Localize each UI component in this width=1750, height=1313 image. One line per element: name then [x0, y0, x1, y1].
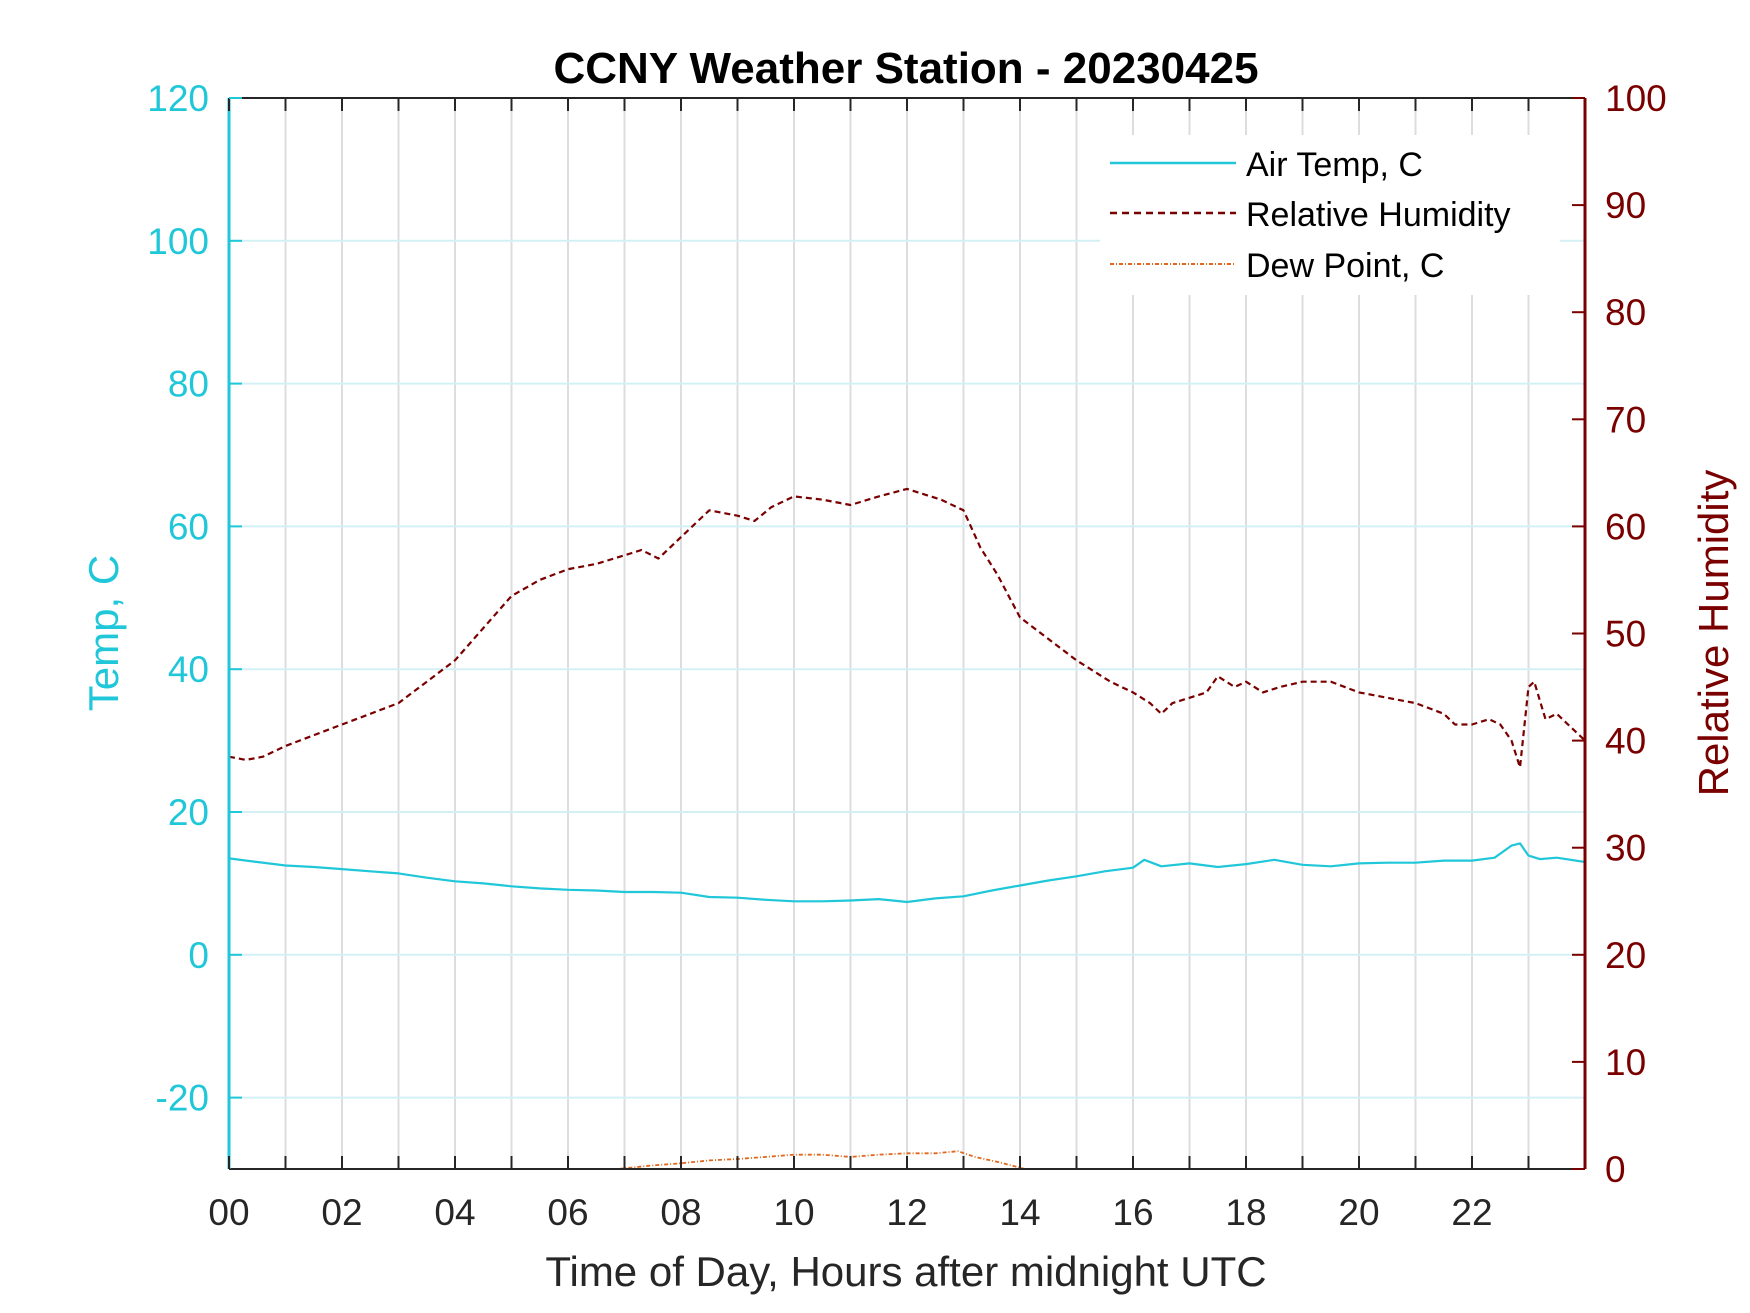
y-left-tick-label: 120 [147, 78, 209, 119]
y-left-tick-label: 60 [168, 506, 209, 547]
y-right-tick-label: 80 [1605, 292, 1646, 333]
legend-label-air-temp: Air Temp, C [1246, 146, 1423, 184]
chart-title: CCNY Weather Station - 20230425 [553, 44, 1258, 93]
y-left-tick-label: 80 [168, 364, 209, 405]
y-right-tick-label: 40 [1605, 721, 1646, 762]
y-left-tick-label: -20 [156, 1078, 209, 1119]
y-right-tick-label: 60 [1605, 506, 1646, 547]
series-dew-point [611, 1150, 1028, 1169]
x-tick-label: 12 [886, 1192, 927, 1233]
y-left-tick-label: 40 [168, 649, 209, 690]
y-left-tick-label: 100 [147, 221, 209, 262]
x-tick-label: 20 [1338, 1192, 1379, 1233]
x-tick-label: 16 [1112, 1192, 1153, 1233]
x-tick-label: 06 [547, 1192, 588, 1233]
legend: Air Temp, C Relative Humidity Dew Point,… [1100, 135, 1560, 295]
y-right-tick-label: 50 [1605, 614, 1646, 655]
y-right-tick-label: 70 [1605, 399, 1646, 440]
legend-label-dew-point: Dew Point, C [1246, 247, 1444, 285]
y-right-tick-label: 30 [1605, 828, 1646, 869]
legend-box [1100, 135, 1560, 295]
x-axis-label: Time of Day, Hours after midnight UTC [545, 1248, 1266, 1295]
y-right-tick-label: 100 [1605, 78, 1667, 119]
grid-layer [229, 98, 1585, 1169]
x-tick-label: 02 [321, 1192, 362, 1233]
x-tick-label: 14 [999, 1192, 1040, 1233]
series-relative-humidity [229, 487, 1585, 769]
y-right-tick-label: 20 [1605, 935, 1646, 976]
x-tick-label: 18 [1225, 1192, 1266, 1233]
y-left-tick-label: 20 [168, 792, 209, 833]
series-air-temp [229, 842, 1585, 904]
y-right-tick-label: 90 [1605, 185, 1646, 226]
y-right-tick-label: 10 [1605, 1042, 1646, 1083]
legend-label-relative-humidity: Relative Humidity [1246, 196, 1511, 234]
series-layer [229, 487, 1585, 1169]
axes-layer [227, 97, 1587, 1170]
tick-label-layer: 00 02 04 06 08 10 12 14 16 18 20 22-200204060801001… [147, 78, 1666, 1233]
x-tick-label: 22 [1451, 1192, 1492, 1233]
x-tick-label: 00 [208, 1192, 249, 1233]
y-axis-left-label: Temp, C [80, 555, 127, 711]
y-right-tick-label: 0 [1605, 1149, 1626, 1190]
x-tick-label: 08 [660, 1192, 701, 1233]
x-tick-label: 10 [773, 1192, 814, 1233]
y-axis-right-label: Relative Humidity [1690, 470, 1737, 797]
x-tick-label: 04 [434, 1192, 475, 1233]
y-left-tick-label: 0 [188, 935, 209, 976]
